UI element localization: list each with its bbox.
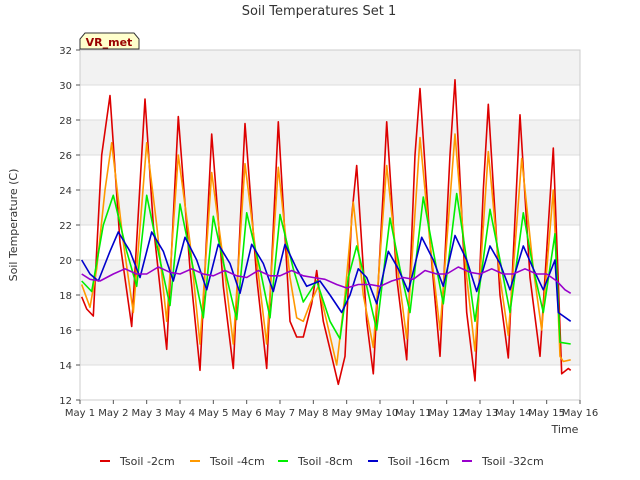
legend-label: Tsoil -16cm bbox=[387, 455, 450, 468]
x-tick-label: May 1 bbox=[65, 408, 95, 419]
series-lines bbox=[80, 79, 572, 386]
x-tick-label: May 10 bbox=[362, 408, 399, 419]
x-tick-label: May 4 bbox=[165, 408, 195, 419]
plot-bands bbox=[80, 50, 580, 365]
y-tick-label: 26 bbox=[59, 151, 72, 162]
legend-item: Tsoil -16cm bbox=[368, 455, 450, 468]
grid-band bbox=[80, 190, 580, 225]
y-tick-label: 30 bbox=[59, 81, 72, 92]
site-tag-label: VR_met bbox=[86, 36, 133, 49]
legend-label: Tsoil -32cm bbox=[481, 455, 544, 468]
x-tick-label: May 12 bbox=[428, 408, 465, 419]
x-axis-label: Time bbox=[551, 423, 579, 436]
legend: Tsoil -2cm Tsoil -4cm Tsoil -8cm Tsoil -16c… bbox=[100, 455, 544, 468]
y-tick-label: 32 bbox=[59, 46, 72, 57]
x-tick-label: May 3 bbox=[132, 408, 162, 419]
chart-title: Soil Temperatures Set 1 bbox=[242, 4, 397, 19]
site-tag-box bbox=[79, 32, 140, 50]
x-tick-label: May 8 bbox=[298, 408, 328, 419]
y-tick-label: 16 bbox=[59, 326, 72, 337]
site-tag: VR_met bbox=[79, 32, 140, 50]
legend-label: Tsoil -8cm bbox=[297, 455, 353, 468]
y-axis-ticks: 12 14 16 18 20 22 24 26 28 30 32 bbox=[59, 46, 80, 407]
x-tick-label: May 5 bbox=[198, 408, 228, 419]
grid-band bbox=[80, 120, 580, 155]
y-tick-label: 22 bbox=[59, 221, 72, 232]
y-tick-label: 12 bbox=[59, 396, 72, 407]
legend-item: Tsoil -2cm bbox=[100, 455, 175, 468]
y-tick-label: 28 bbox=[59, 116, 72, 127]
y-tick-label: 18 bbox=[59, 291, 72, 302]
x-tick-label: May 9 bbox=[332, 408, 362, 419]
x-tick-label: May 6 bbox=[232, 408, 262, 419]
x-tick-label: May 7 bbox=[265, 408, 295, 419]
x-tick-label: May 11 bbox=[395, 408, 432, 419]
legend-item: Tsoil -4cm bbox=[190, 455, 265, 468]
series-line-tsoil-16cm bbox=[81, 231, 572, 322]
y-tick-label: 20 bbox=[59, 256, 72, 267]
x-tick-label: May 15 bbox=[528, 408, 565, 419]
legend-item: Tsoil -32cm bbox=[462, 455, 544, 468]
y-tick-label: 14 bbox=[59, 361, 72, 372]
legend-label: Tsoil -4cm bbox=[209, 455, 265, 468]
series-line-tsoil-32cm bbox=[81, 266, 572, 294]
grid-band bbox=[80, 50, 580, 85]
x-tick-label: May 16 bbox=[562, 408, 599, 419]
x-tick-label: May 14 bbox=[495, 408, 532, 419]
series-line-tsoil-4cm bbox=[80, 133, 571, 366]
y-tick-label: 24 bbox=[59, 186, 72, 197]
legend-item: Tsoil -8cm bbox=[278, 455, 353, 468]
x-tick-label: May 13 bbox=[462, 408, 499, 419]
y-axis-label: Soil Temperature (C) bbox=[7, 169, 20, 282]
series-line-tsoil-8cm bbox=[81, 192, 571, 345]
x-axis-ticks: May 1 May 2 May 3 May 4 May 5 May 6 May 7 May 8… bbox=[65, 400, 598, 419]
x-tick-label: May 2 bbox=[98, 408, 128, 419]
legend-label: Tsoil -2cm bbox=[119, 455, 175, 468]
